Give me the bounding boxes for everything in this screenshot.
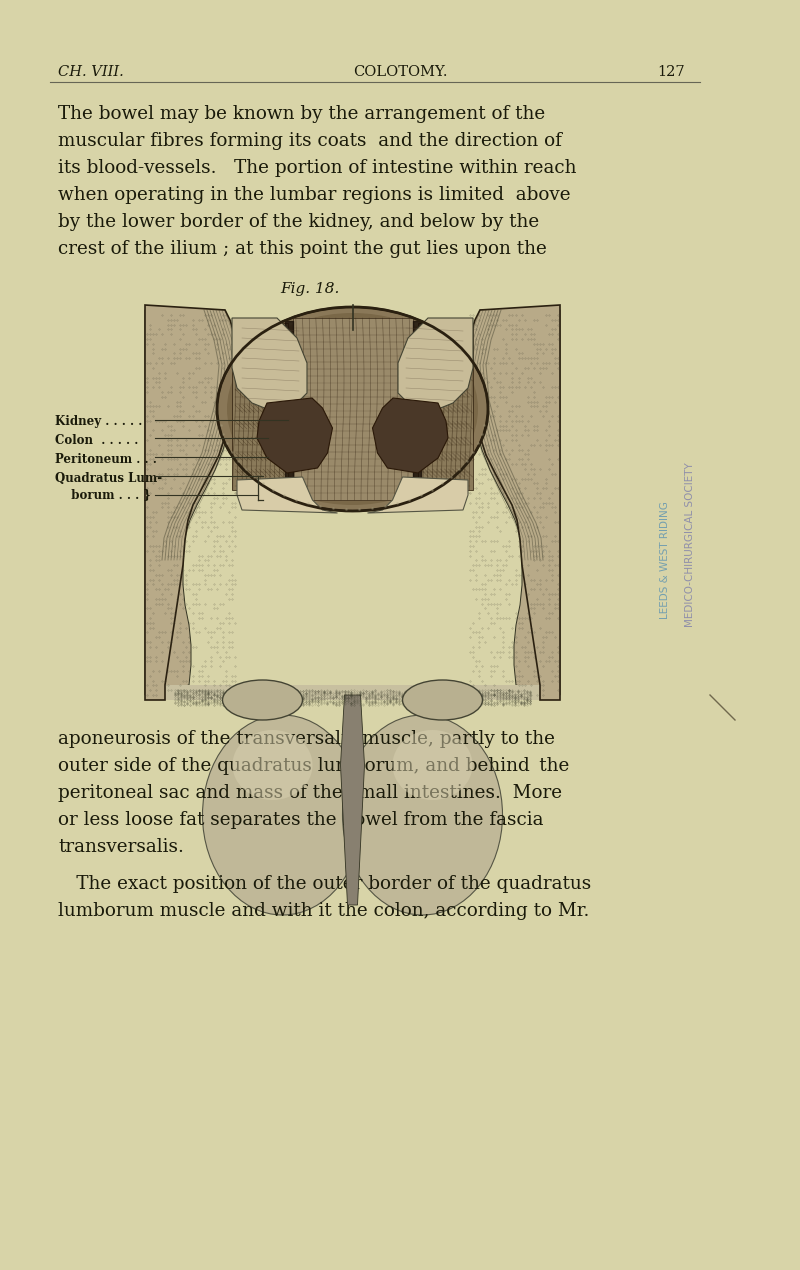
- Text: borum . . . }: borum . . . }: [63, 488, 151, 500]
- Text: COLOTOMY.: COLOTOMY.: [353, 65, 447, 79]
- Ellipse shape: [217, 307, 488, 511]
- Text: outer side of the quadratus lumborum, and behind  the: outer side of the quadratus lumborum, an…: [58, 757, 570, 775]
- Polygon shape: [232, 318, 307, 411]
- Polygon shape: [232, 323, 287, 490]
- Polygon shape: [465, 310, 560, 695]
- Text: Fig. 18.: Fig. 18.: [280, 282, 340, 296]
- Ellipse shape: [222, 679, 302, 720]
- Text: lumborum muscle and with it the colon, according to Mr.: lumborum muscle and with it the colon, a…: [58, 902, 590, 919]
- Ellipse shape: [402, 679, 482, 720]
- Text: by the lower border of the kidney, and below by the: by the lower border of the kidney, and b…: [58, 213, 539, 231]
- Polygon shape: [341, 695, 365, 906]
- Polygon shape: [155, 685, 550, 700]
- Text: crest of the ilium ; at this point the gut lies upon the: crest of the ilium ; at this point the g…: [58, 240, 547, 258]
- Text: transversalis.: transversalis.: [58, 838, 184, 856]
- Text: 127: 127: [658, 65, 685, 79]
- Text: Quadratus Lum-: Quadratus Lum-: [55, 472, 162, 485]
- Polygon shape: [467, 305, 560, 700]
- Polygon shape: [145, 310, 240, 695]
- Text: LEEDS & WEST RIDING: LEEDS & WEST RIDING: [660, 502, 670, 618]
- Polygon shape: [257, 398, 333, 472]
- Text: MEDICO-CHIRURGICAL SOCIETY: MEDICO-CHIRURGICAL SOCIETY: [685, 462, 695, 627]
- Text: CH. VIII.: CH. VIII.: [58, 65, 124, 79]
- Polygon shape: [373, 398, 448, 472]
- Text: when operating in the lumbar regions is limited  above: when operating in the lumbar regions is …: [58, 185, 570, 204]
- Text: Peritoneum . . .: Peritoneum . . .: [55, 453, 157, 466]
- Text: aponeurosis of the transversalis muscle, partly to the: aponeurosis of the transversalis muscle,…: [58, 730, 555, 748]
- Text: its blood-vessels.   The portion of intestine within reach: its blood-vessels. The portion of intest…: [58, 159, 577, 177]
- Polygon shape: [418, 323, 473, 490]
- Ellipse shape: [342, 715, 502, 914]
- Polygon shape: [237, 478, 338, 513]
- Polygon shape: [145, 305, 238, 700]
- Text: Kidney . . . . .: Kidney . . . . .: [55, 415, 142, 428]
- Ellipse shape: [233, 730, 313, 800]
- Text: or less loose fat separates the bowel from the fascia: or less loose fat separates the bowel fr…: [58, 812, 543, 829]
- Polygon shape: [145, 305, 560, 700]
- Text: peritoneal sac and mass of the small intestines.  More: peritoneal sac and mass of the small int…: [58, 784, 562, 801]
- Ellipse shape: [227, 312, 478, 505]
- Text: The bowel may be known by the arrangement of the: The bowel may be known by the arrangemen…: [58, 105, 546, 123]
- Polygon shape: [293, 318, 413, 500]
- Text: Colon  . . . . .: Colon . . . . .: [55, 434, 138, 447]
- Text: The exact position of the outer border of the quadratus: The exact position of the outer border o…: [58, 875, 591, 893]
- Ellipse shape: [202, 715, 362, 914]
- Text: muscular fibres forming its coats  and the direction of: muscular fibres forming its coats and th…: [58, 132, 562, 150]
- Ellipse shape: [393, 730, 473, 800]
- Polygon shape: [398, 318, 473, 411]
- Polygon shape: [367, 478, 468, 513]
